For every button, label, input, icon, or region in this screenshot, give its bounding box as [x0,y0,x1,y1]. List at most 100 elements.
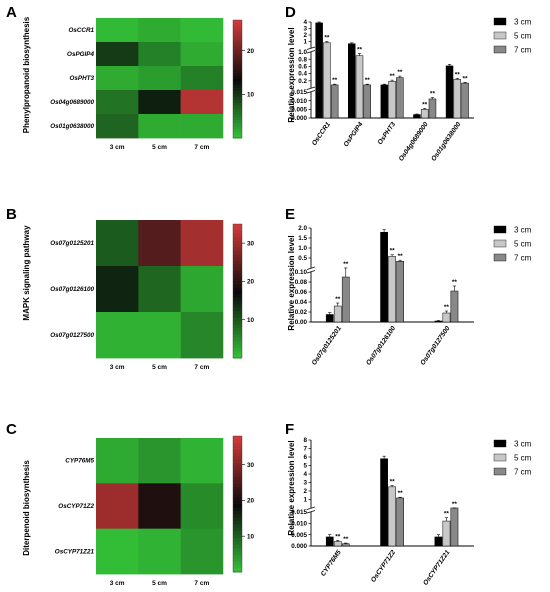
colorbar-segment [233,297,242,302]
colorbar-segment [233,294,242,299]
colorbar-segment [233,280,242,285]
colorbar-tick-label: 30 [247,240,255,247]
colorbar-segment [233,500,242,505]
panel-letter-d: D [285,4,296,21]
colorbar-segment [233,114,242,118]
heatmap-column-label: 3 cm [110,144,125,151]
y-tick-label: 0.015 [291,89,307,96]
colorbar-segment [233,46,242,50]
bar [380,231,388,323]
y-tick-label: 0.005 [291,532,307,539]
bar [348,43,356,119]
colorbar-tick-label: 10 [247,533,255,540]
colorbar-segment [233,487,242,491]
bar-d-ylabel: Relative expression level [287,27,296,122]
bar [388,80,396,119]
heatmaps-layer: OsCCR1 OsPGIP4 OsPHT3 Os04g0689000 Os01g0638… [50,18,255,587]
heatmap-cell [180,90,224,115]
bar-e-ylabel: Relative expression level [287,235,296,330]
heatmap-cell [96,114,139,139]
colorbar-segment [233,442,242,447]
category-label: Os04g0689000 [398,121,430,163]
legend-swatch [493,467,507,476]
colorbar-segment [233,31,242,36]
y-tick-label: 0.04 [295,299,308,306]
colorbar-segment [233,87,242,92]
colorbar-segment [233,79,242,83]
heatmap-cell [96,42,139,67]
colorbar-segment [233,90,242,95]
axis-break-mark [306,90,316,94]
bar [461,82,469,119]
colorbar-segment [233,541,242,546]
y-tick-label: 0.000 [291,115,307,122]
significance-marker: ** [335,296,341,303]
heatmap-row-label: Os04g0689000 [50,99,94,106]
legend-label: 3 cm [514,440,532,449]
bar [453,79,462,119]
colorbar-segment [233,67,242,71]
y-tick-label: 0.2 [298,78,307,85]
colorbar-segment [233,555,242,559]
colorbar-segment [233,73,242,77]
heatmap-cell [96,266,139,313]
heatmap-row-label: Os07g0125201 [50,240,94,247]
colorbar-segment [233,558,242,563]
colorbar-segment [233,20,242,24]
legend: 3 cm 5 cm 7 cm [493,225,532,263]
y-tick-label: 1.5 [298,235,307,242]
colorbar-segment [233,453,242,457]
colorbar-segment [233,466,242,471]
colorbar-segment [233,459,242,464]
bar [355,55,364,119]
colorbar-segment [233,129,242,133]
colorbar-segment [233,61,242,65]
legend-swatch [493,225,507,234]
colorbar-segment [233,504,242,508]
significance-marker: ** [343,536,349,543]
heatmap-b: Os07g0125201 Os07g0126100 Os07g0127500 3 cm… [50,220,255,371]
colorbar-frame [232,435,243,573]
colorbar-segment [233,538,242,542]
colorbar-segment [233,277,242,282]
heatmap-cell [138,528,181,575]
colorbar-segment [233,354,242,359]
colorbar-segment [233,49,242,53]
legend-label: 5 cm [514,32,532,41]
significance-marker: ** [455,71,461,78]
colorbar-segment [233,456,242,461]
colorbar-segment [233,240,242,245]
colorbar-segment [233,497,242,502]
heatmap-cell [138,220,181,267]
bar [450,290,459,323]
y-tick-label: 0.010 [291,98,307,105]
bar [428,98,437,119]
legend: 3 cm 5 cm 7 cm [493,440,532,477]
bar [442,520,451,547]
heatmap-cell [180,220,224,267]
y-tick-label: 0.6 [298,64,307,71]
y-tick-label: 0.015 [291,509,307,516]
bar [380,84,389,119]
heatmap-row-label: OsCCR1 [68,27,94,34]
colorbar-segment [233,307,242,312]
significance-marker: ** [357,46,363,53]
colorbar-segment [233,493,242,498]
colorbar-segment [233,135,242,139]
bar [413,114,421,119]
colorbar-segment [233,490,242,495]
y-tick-label: 6 [303,454,307,461]
bar [396,261,404,323]
colorbar-segment [233,514,242,519]
significance-marker: ** [397,69,403,76]
category-label: Os07g0126100 [365,325,397,367]
colorbar-segment [233,287,242,292]
heatmap-column-label: 7 cm [194,144,209,151]
y-tick-label: 0.4 [298,71,307,78]
bar [434,320,443,323]
colorbar-segment [233,311,242,315]
heatmap-cell [180,438,224,484]
bar [330,84,339,119]
